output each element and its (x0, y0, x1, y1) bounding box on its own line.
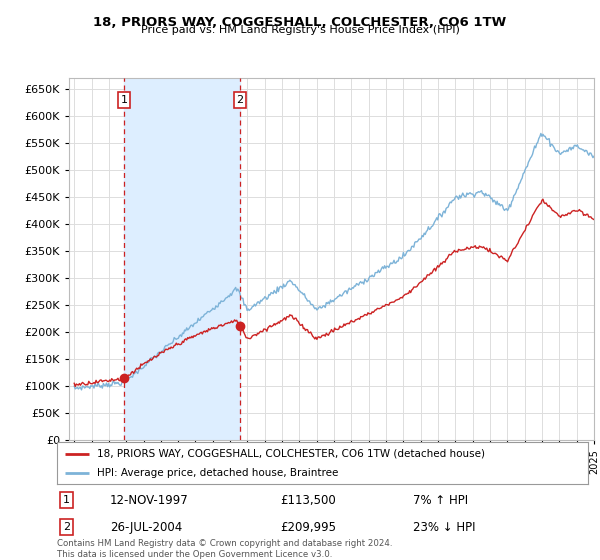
Text: 2: 2 (236, 95, 244, 105)
Text: £113,500: £113,500 (280, 493, 336, 507)
Text: 1: 1 (63, 495, 70, 505)
Text: 23% ↓ HPI: 23% ↓ HPI (413, 521, 475, 534)
Text: 7% ↑ HPI: 7% ↑ HPI (413, 493, 468, 507)
Text: HPI: Average price, detached house, Braintree: HPI: Average price, detached house, Brai… (97, 468, 338, 478)
Text: 18, PRIORS WAY, COGGESHALL, COLCHESTER, CO6 1TW (detached house): 18, PRIORS WAY, COGGESHALL, COLCHESTER, … (97, 449, 485, 459)
Text: £209,995: £209,995 (280, 521, 336, 534)
Text: 1: 1 (121, 95, 127, 105)
Text: 2: 2 (63, 522, 70, 533)
Text: 26-JUL-2004: 26-JUL-2004 (110, 521, 182, 534)
Text: Price paid vs. HM Land Registry's House Price Index (HPI): Price paid vs. HM Land Registry's House … (140, 25, 460, 35)
Text: 12-NOV-1997: 12-NOV-1997 (110, 493, 189, 507)
Text: 18, PRIORS WAY, COGGESHALL, COLCHESTER, CO6 1TW: 18, PRIORS WAY, COGGESHALL, COLCHESTER, … (94, 16, 506, 29)
Bar (124, 78, 240, 440)
Text: Contains HM Land Registry data © Crown copyright and database right 2024.
This d: Contains HM Land Registry data © Crown c… (57, 539, 392, 559)
